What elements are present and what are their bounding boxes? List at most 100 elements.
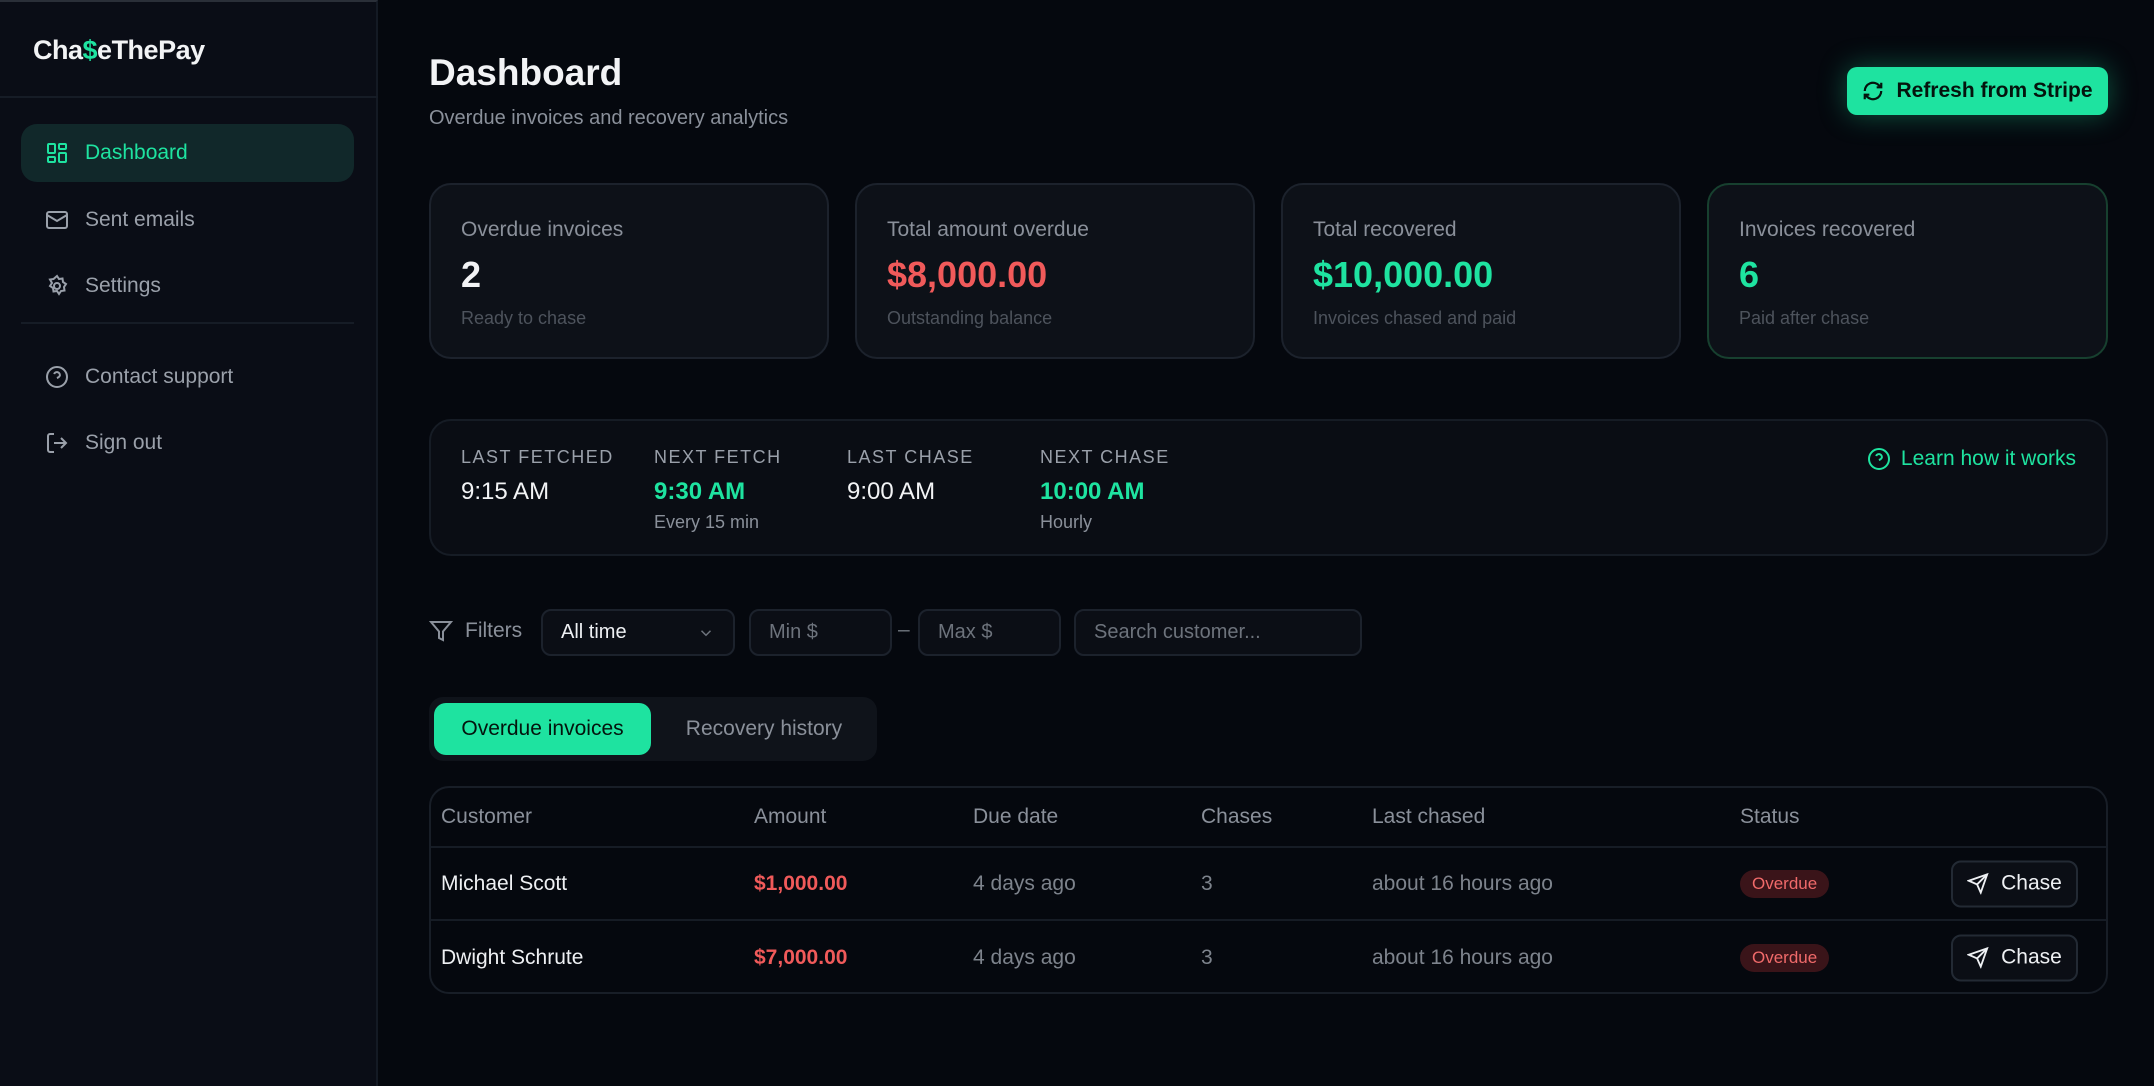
stat-card-overdue-invoices: Overdue invoices 2 Ready to chase bbox=[429, 183, 829, 359]
column-header: Amount bbox=[754, 805, 827, 828]
search-customer-input[interactable] bbox=[1074, 609, 1362, 656]
schedule-note: Hourly bbox=[1040, 512, 1093, 532]
page-title: Dashboard bbox=[429, 52, 623, 93]
due-date: 4 days ago bbox=[973, 871, 1076, 895]
logo[interactable]: Cha$eThePay bbox=[33, 35, 205, 66]
last-chased: about 16 hours ago bbox=[1372, 871, 1553, 895]
chase-label: Chase bbox=[2001, 945, 2062, 969]
divider bbox=[21, 322, 354, 324]
sidebar-item-contact-support[interactable]: Contact support bbox=[21, 348, 354, 406]
help-circle-icon bbox=[1867, 448, 1890, 470]
tab-recovery-history[interactable]: Recovery history bbox=[685, 717, 843, 740]
stat-value: $10,000.00 bbox=[1313, 254, 1494, 295]
last-chased: about 16 hours ago bbox=[1372, 945, 1553, 969]
tab-bar: Overdue invoices Recovery history bbox=[429, 697, 877, 761]
stat-subtext: Invoices chased and paid bbox=[1313, 308, 1517, 328]
refresh-from-stripe-button[interactable]: Refresh from Stripe bbox=[1847, 67, 2108, 115]
column-header: Chases bbox=[1201, 805, 1273, 828]
schedule-next-chase: NEXT CHASE 10:00 AM Hourly bbox=[1040, 447, 1170, 533]
layout-grid-icon bbox=[47, 143, 67, 163]
chase-count: 3 bbox=[1201, 871, 1213, 895]
stat-value: 2 bbox=[461, 254, 482, 295]
status-badge: Overdue bbox=[1740, 869, 1830, 898]
min-amount-input[interactable] bbox=[749, 609, 892, 656]
schedule-label: LAST CHASE bbox=[847, 447, 974, 467]
stat-card-total-recovered: Total recovered $10,000.00 Invoices chas… bbox=[1281, 183, 1681, 359]
table-header: Customer Amount Due date Chases Last cha… bbox=[431, 788, 2106, 848]
schedule-value: 10:00 AM bbox=[1040, 478, 1145, 505]
sidebar-item-label: Sign out bbox=[85, 431, 163, 454]
schedule-last-fetched: LAST FETCHED 9:15 AM bbox=[461, 447, 614, 506]
max-amount-input[interactable] bbox=[918, 609, 1061, 656]
schedule-value: 9:00 AM bbox=[847, 478, 936, 505]
due-date: 4 days ago bbox=[973, 945, 1076, 969]
amount: $7,000.00 bbox=[754, 945, 848, 969]
column-header: Due date bbox=[973, 805, 1059, 828]
sidebar-item-label: Settings bbox=[85, 274, 161, 297]
logo-dollar: $ bbox=[82, 35, 98, 65]
mail-icon bbox=[46, 211, 68, 229]
stat-label: Total recovered bbox=[1313, 218, 1457, 241]
learn-label: Learn how it works bbox=[1900, 447, 2076, 470]
schedule-value: 9:30 AM bbox=[654, 478, 746, 505]
log-out-icon bbox=[47, 433, 68, 453]
table-row: Dwight Schrute $7,000.00 4 days ago 3 ab… bbox=[431, 921, 2106, 992]
period-value: All time bbox=[561, 621, 627, 643]
divider bbox=[0, 96, 378, 98]
logo-text: eThePay bbox=[97, 35, 205, 65]
period-select[interactable]: All time bbox=[541, 609, 735, 656]
stat-card-total-overdue: Total amount overdue $8,000.00 Outstandi… bbox=[855, 183, 1255, 359]
sidebar-item-dashboard[interactable]: Dashboard bbox=[21, 124, 354, 182]
column-header: Status bbox=[1740, 805, 1800, 828]
amount: $1,000.00 bbox=[754, 871, 848, 895]
send-icon bbox=[1967, 872, 1989, 895]
column-header: Customer bbox=[441, 805, 533, 828]
learn-how-it-works-link[interactable]: Learn how it works bbox=[1867, 447, 2076, 471]
stat-subtext: Ready to chase bbox=[461, 308, 587, 328]
status-badge: Overdue bbox=[1740, 943, 1830, 972]
sidebar-item-settings[interactable]: Settings bbox=[21, 257, 354, 315]
stat-subtext: Paid after chase bbox=[1739, 308, 1870, 328]
chase-count: 3 bbox=[1201, 945, 1213, 969]
filter-icon bbox=[429, 621, 453, 642]
sidebar-item-sign-out[interactable]: Sign out bbox=[21, 414, 354, 472]
stat-label: Invoices recovered bbox=[1739, 218, 1916, 241]
filters-label-group: Filters bbox=[429, 619, 522, 643]
invoices-table: Customer Amount Due date Chases Last cha… bbox=[429, 786, 2108, 994]
stat-value: 6 bbox=[1739, 254, 1760, 295]
schedule-next-fetch: NEXT FETCH 9:30 AM Every 15 min bbox=[654, 447, 782, 533]
schedule-last-chase: LAST CHASE 9:00 AM bbox=[847, 447, 974, 506]
schedule-label: NEXT CHASE bbox=[1040, 447, 1170, 467]
column-header: Last chased bbox=[1372, 805, 1486, 828]
gear-icon bbox=[48, 274, 68, 296]
logo-text: Cha bbox=[33, 35, 83, 65]
sidebar-item-label: Sent emails bbox=[85, 208, 195, 231]
tab-overdue-invoices[interactable]: Overdue invoices bbox=[434, 703, 651, 755]
help-circle-icon bbox=[46, 366, 68, 388]
stat-label: Overdue invoices bbox=[461, 218, 624, 241]
refresh-icon bbox=[1864, 81, 1883, 101]
stat-label: Total amount overdue bbox=[887, 218, 1089, 241]
chase-button[interactable]: Chase bbox=[1951, 934, 2078, 981]
range-separator: – bbox=[898, 618, 910, 641]
stat-subtext: Outstanding balance bbox=[887, 308, 1053, 328]
send-icon bbox=[1967, 946, 1989, 969]
chase-label: Chase bbox=[2001, 871, 2062, 895]
page-subtitle: Overdue invoices and recovery analytics bbox=[429, 107, 789, 129]
sidebar-item-label: Contact support bbox=[85, 365, 234, 388]
schedule-value: 9:15 AM bbox=[461, 478, 550, 505]
stat-card-invoices-recovered: Invoices recovered 6 Paid after chase bbox=[1707, 183, 2108, 359]
sidebar-item-label: Dashboard bbox=[85, 141, 188, 164]
refresh-label: Refresh from Stripe bbox=[1896, 79, 2093, 102]
sidebar-item-sent-emails[interactable]: Sent emails bbox=[21, 191, 354, 249]
chevron-down-icon bbox=[700, 629, 712, 636]
schedule-panel: LAST FETCHED 9:15 AM NEXT FETCH 9:30 AM … bbox=[429, 419, 2108, 556]
customer-name: Dwight Schrute bbox=[441, 945, 584, 969]
schedule-note: Every 15 min bbox=[654, 512, 760, 532]
sidebar: Cha$eThePay Dashboard Sent emails Settin… bbox=[0, 0, 378, 1086]
stat-value: $8,000.00 bbox=[887, 254, 1048, 295]
schedule-label: NEXT FETCH bbox=[654, 447, 782, 467]
chase-button[interactable]: Chase bbox=[1951, 860, 2078, 907]
table-row: Michael Scott $1,000.00 4 days ago 3 abo… bbox=[431, 848, 2106, 921]
filters-label: Filters bbox=[465, 619, 523, 642]
